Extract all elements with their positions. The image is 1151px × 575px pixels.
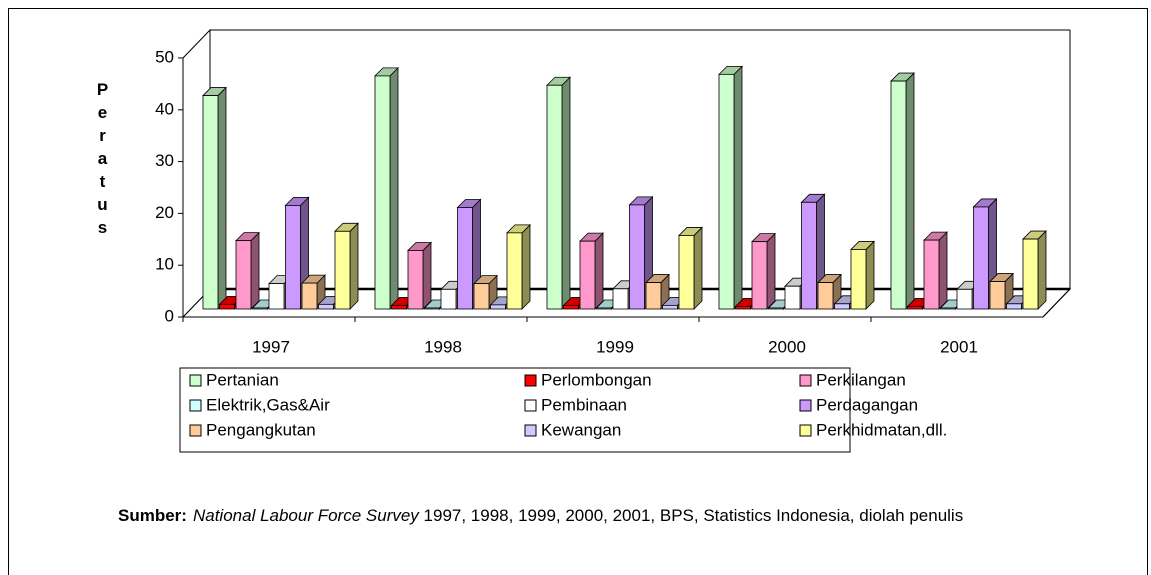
legend-label: Kewangan (541, 420, 621, 439)
bar-side (521, 223, 531, 310)
bar (1022, 238, 1039, 310)
bar (252, 307, 268, 310)
legend-swatch (189, 399, 202, 412)
bar (989, 281, 1006, 310)
frame (8, 8, 1148, 575)
bar (407, 250, 424, 310)
bar (1006, 303, 1022, 310)
x-tick-label: 1999 (596, 337, 634, 356)
legend-label: Pertanian (206, 370, 279, 389)
bar (219, 303, 235, 310)
bar (735, 306, 751, 310)
bar-side (1037, 230, 1047, 310)
source-title: National Labour Force Survey (192, 506, 419, 525)
bar (973, 206, 989, 310)
bar (268, 283, 285, 310)
bar-side (422, 241, 432, 310)
legend-box (179, 367, 851, 453)
bar (629, 204, 645, 310)
bar (768, 307, 784, 310)
bar (662, 304, 678, 310)
legend-label: Perkilangan (816, 370, 906, 389)
x-tick-label: 1997 (252, 337, 290, 356)
bar (956, 288, 973, 310)
bar (235, 240, 252, 310)
bar-side (250, 231, 260, 310)
y-axis-label: Peratus (93, 80, 112, 241)
bar (817, 282, 834, 310)
bar (850, 249, 867, 310)
bar-side (766, 232, 776, 310)
bar-side (349, 222, 359, 310)
legend-label: Perkhidmatan,dll. (816, 420, 947, 439)
bar (834, 303, 850, 310)
y-tick-label: 20 (155, 203, 174, 222)
bar (334, 230, 351, 310)
bar-side (594, 232, 604, 310)
bar (907, 306, 923, 310)
y-tick-label: 40 (155, 99, 174, 118)
bar (890, 80, 907, 310)
legend-label: Pembinaan (541, 395, 627, 414)
legend-label: Perlombongan (541, 370, 652, 389)
bar (718, 73, 735, 310)
bar (784, 285, 801, 310)
bar (923, 239, 940, 310)
bar (490, 304, 506, 310)
legend-label: Pengangkutan (206, 420, 316, 439)
bar (801, 201, 817, 310)
bar (301, 282, 318, 310)
bar-side (733, 65, 743, 310)
bar (440, 288, 457, 310)
legend-swatch (799, 424, 812, 437)
y-tick-label: 0 (165, 306, 174, 325)
x-tick-label: 1998 (424, 337, 462, 356)
bar (473, 283, 490, 310)
floor-right (1042, 288, 1071, 318)
source-text: 1997, 1998, 1999, 2000, 2001, BPS, Stati… (423, 506, 964, 525)
legend-swatch (189, 374, 202, 387)
bar (424, 307, 440, 310)
bar (596, 307, 612, 310)
legend-swatch (189, 424, 202, 437)
bar (374, 75, 391, 310)
bar-side (217, 86, 227, 310)
bar (579, 240, 596, 310)
bar (940, 307, 956, 310)
bar-side (561, 76, 571, 310)
bar (645, 282, 662, 310)
bar-side (389, 66, 399, 310)
legend-swatch (799, 399, 812, 412)
bar-side (905, 72, 915, 310)
y-tick-label: 10 (155, 255, 174, 274)
bar-side (865, 240, 875, 310)
bar (751, 241, 768, 310)
legend-swatch (524, 399, 537, 412)
bar (318, 303, 334, 310)
source-label: Sumber: (118, 506, 187, 525)
bar-side (938, 231, 948, 310)
bar (563, 304, 579, 310)
x-tick-label: 2000 (768, 337, 806, 356)
bar-side (693, 226, 703, 310)
bar (457, 207, 473, 310)
y-tick-label: 50 (155, 47, 174, 66)
bar (391, 304, 407, 310)
bar (612, 288, 629, 310)
legend-swatch (799, 374, 812, 387)
bar (506, 232, 523, 310)
x-tick-label: 2001 (940, 337, 978, 356)
bar (546, 84, 563, 310)
y-tick-label: 30 (155, 151, 174, 170)
bar (202, 95, 219, 310)
bar (678, 235, 695, 310)
legend-swatch (524, 424, 537, 437)
legend-swatch (524, 374, 537, 387)
source-note: Sumber: National Labour Force Survey 1997… (118, 504, 1151, 528)
bar (285, 204, 301, 310)
legend-label: Perdagangan (816, 395, 918, 414)
legend-label: Elektrik,Gas&Air (206, 395, 330, 414)
